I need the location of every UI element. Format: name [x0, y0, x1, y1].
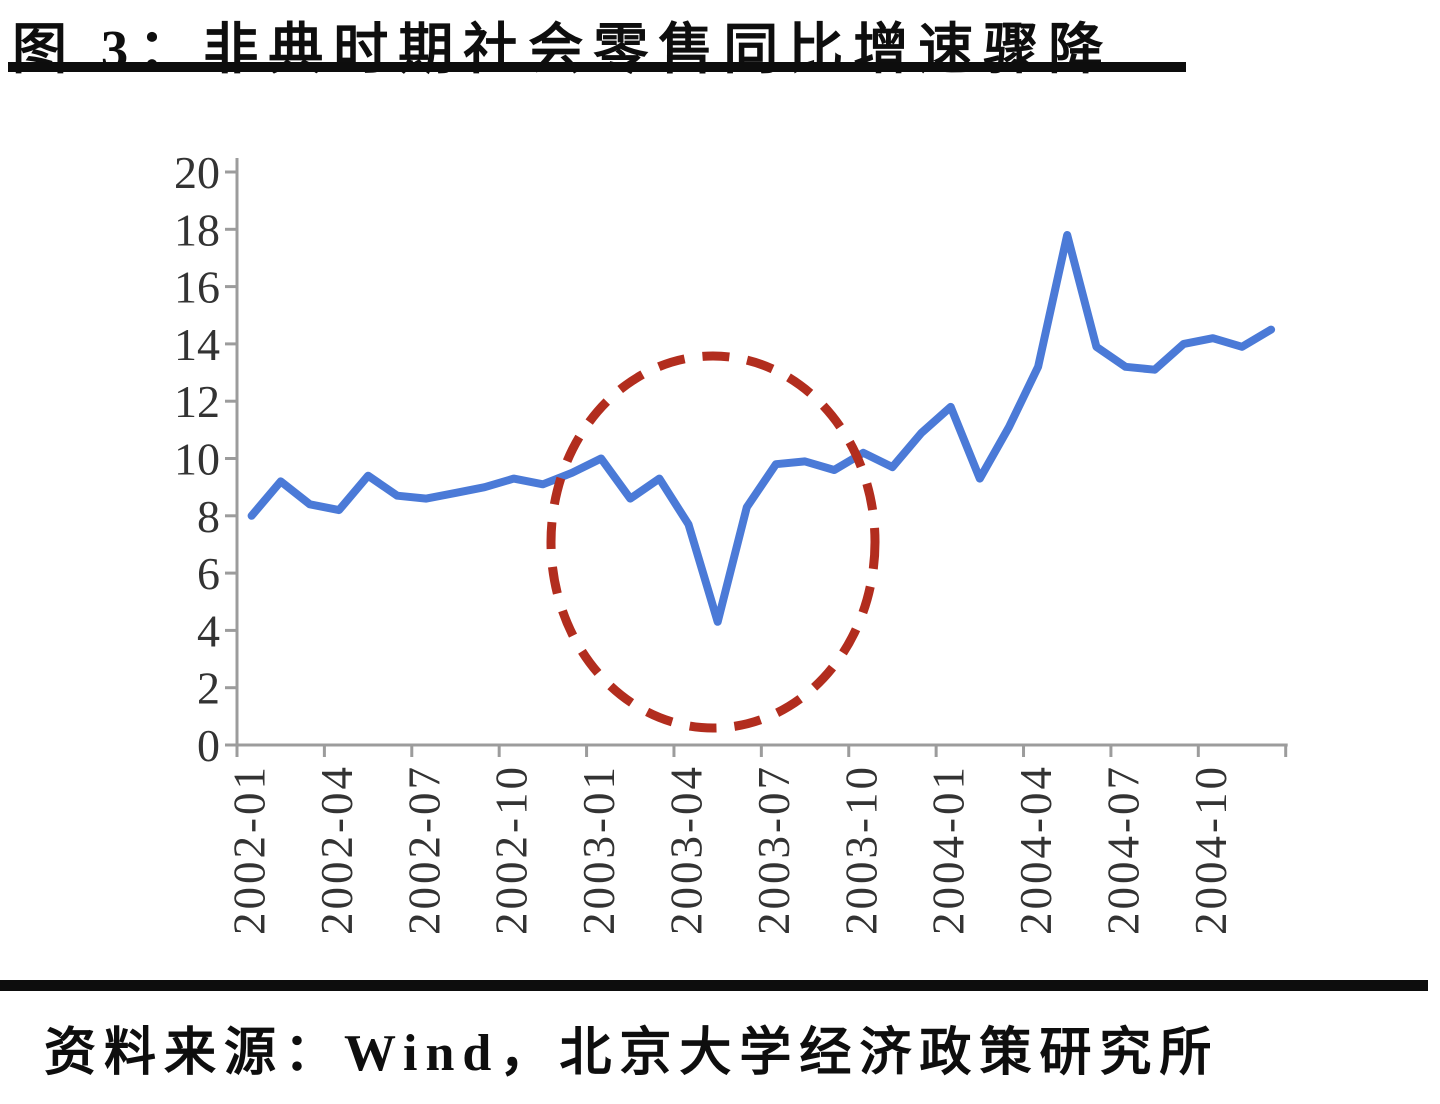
- title-underline-rule: [8, 62, 1186, 72]
- y-axis-tick-label: 16: [174, 262, 220, 313]
- y-axis-tick-label: 8: [197, 491, 220, 542]
- y-axis-tick-label: 2: [197, 663, 220, 714]
- x-axis-tick-label: 2003-10: [836, 764, 886, 935]
- x-axis-tick-label: 2004-10: [1186, 764, 1236, 935]
- x-axis-tick-label: 2002-04: [312, 764, 362, 935]
- y-axis-tick-label: 0: [197, 720, 220, 771]
- footer-divider-rule: [0, 980, 1428, 991]
- y-axis-tick-label: 10: [174, 434, 220, 485]
- y-axis-tick-label: 4: [197, 605, 220, 656]
- x-axis-tick-label: 2003-07: [749, 764, 799, 935]
- source-note: 资料来源：Wind，北京大学经济政策研究所: [44, 1025, 1220, 1082]
- x-axis-tick-label: 2004-04: [1011, 764, 1061, 935]
- y-axis-tick-label: 6: [197, 548, 220, 599]
- x-axis-tick-label: 2004-01: [924, 764, 974, 935]
- y-axis-tick-label: 20: [174, 147, 220, 198]
- y-axis-tick-label: 14: [174, 319, 220, 370]
- x-axis-tick-label: 2002-07: [399, 764, 449, 935]
- x-axis-tick-label: 2002-01: [225, 764, 275, 935]
- x-axis-tick-label: 2004-07: [1098, 764, 1148, 935]
- y-axis-tick-label: 18: [174, 204, 220, 255]
- x-axis-tick-label: 2003-04: [662, 764, 712, 935]
- retail-growth-series-line: [247, 231, 1276, 626]
- x-axis-tick-label: 2003-01: [574, 764, 624, 935]
- y-axis-tick-label: 12: [174, 376, 220, 427]
- x-axis-tick-label: 2002-10: [487, 764, 537, 935]
- sars-dip-annotation-circle: [546, 351, 880, 733]
